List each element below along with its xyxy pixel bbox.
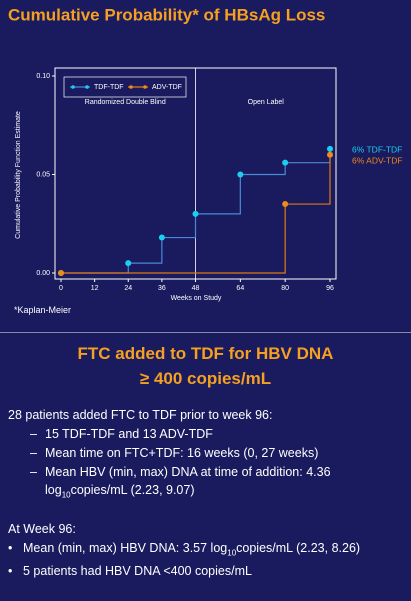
data-point (125, 260, 132, 267)
region-label: Open Label (248, 99, 285, 106)
step-line (285, 148, 331, 164)
bullet-text: Mean (min, max) HBV DNA: 3.57 log10copie… (23, 539, 360, 563)
title-line: ≥ 400 copies/mL (139, 369, 272, 388)
bullet-marker: – (30, 446, 37, 460)
y-tick-label: 0.05 (36, 171, 50, 178)
text-line: Mean time on FTC+TDF: 16 weeks (0, 27 we… (45, 444, 318, 462)
end-label: 6% ADV-TDF (352, 155, 403, 165)
legend-marker (85, 85, 89, 89)
region-label: Randomized Double Blind (85, 99, 166, 106)
bullet-marker: – (30, 427, 37, 441)
text-run: copies/mL (2.23, 9.07) (70, 483, 195, 497)
bullet-marker: • (8, 540, 13, 555)
section-heading: 28 patients added FTC to TDF prior to we… (8, 408, 273, 422)
text-run: Mean HBV (min, max) DNA at time of addit… (45, 465, 331, 479)
x-axis-label: Weeks on Study (171, 295, 222, 302)
x-tick-label: 64 (236, 285, 244, 292)
text-run: Mean time on FTC+TDF: 16 weeks (0, 27 we… (45, 446, 319, 460)
subscript: 10 (61, 490, 71, 500)
footnote: *Kaplan-Meier (14, 305, 71, 315)
x-tick-label: 36 (158, 285, 166, 292)
text-line: Mean HBV (min, max) DNA at time of addit… (45, 463, 331, 481)
text-run: copies/mL (2.23, 8.26) (236, 540, 361, 555)
data-point (58, 270, 64, 276)
end-label: 6% TDF-TDF (352, 144, 402, 154)
text-line: 15 TDF-TDF and 13 ADV-TDF (45, 425, 213, 443)
legend-marker (143, 85, 147, 89)
section: 28 patients added FTC to TDF prior to we… (8, 405, 411, 505)
x-tick-label: 96 (326, 285, 334, 292)
bullet-item: – Mean time on FTC+TDF: 16 weeks (0, 27 w… (30, 444, 411, 463)
x-tick-label: 48 (192, 285, 200, 292)
x-tick-label: 12 (91, 285, 99, 292)
text-line: log10copies/mL (2.23, 9.07) (45, 481, 331, 505)
slide-body: 28 patients added FTC to TDF prior to we… (0, 405, 411, 581)
text-run: 5 patients had HBV DNA <400 copies/mL (23, 564, 252, 578)
subscript: 10 (227, 548, 237, 557)
data-point (192, 210, 199, 217)
x-tick-label: 80 (281, 285, 289, 292)
text-slide: FTC added to TDF for HBV DNA ≥ 400 copies… (0, 332, 411, 601)
chart-slide: Cumulative Probability* of HBsAg Loss Cu… (8, 5, 403, 315)
step-line (240, 162, 286, 176)
title-line: FTC added to TDF for HBV DNA (77, 344, 334, 363)
y-axis-label: Cumulative Probability Function Estimate (15, 111, 22, 239)
data-point (327, 145, 333, 152)
section: At Week 96: • Mean (min, max) HBV DNA: 3.5… (8, 519, 411, 582)
legend-label: ADV-TDF (152, 84, 182, 91)
bullet-marker: – (30, 465, 37, 479)
text-line: 5 patients had HBV DNA <400 copies/mL (23, 562, 252, 580)
bullet-item: • 5 patients had HBV DNA <400 copies/mL (8, 562, 411, 581)
step-line (61, 263, 129, 274)
bullet-item: –15 TDF-TDF and 13 ADV-TDF (30, 425, 411, 444)
step-line (195, 174, 241, 215)
text-run: 15 TDF-TDF and 13 ADV-TDF (45, 427, 213, 441)
bullet-text: Mean time on FTC+TDF: 16 weeks (0, 27 we… (45, 444, 318, 463)
x-tick-label: 24 (124, 285, 132, 292)
text-line: Mean (min, max) HBV DNA: 3.57 log10copie… (23, 539, 360, 563)
text-run: Mean (min, max) HBV DNA: 3.57 log (23, 540, 228, 555)
step-line (161, 213, 197, 239)
chart-title: Cumulative Probability* of HBsAg Loss (8, 5, 325, 24)
bullet-text: 15 TDF-TDF and 13 ADV-TDF (45, 425, 213, 444)
data-point (282, 159, 289, 166)
bullet-item: – Mean HBV (min, max) DNA at time of addi… (30, 463, 411, 505)
bullet-text: Mean HBV (min, max) DNA at time of addit… (45, 463, 331, 505)
bullet-item: • Mean (min, max) HBV DNA: 3.57 log10copi… (8, 539, 411, 563)
text-run: log (45, 483, 62, 497)
legend-box (63, 76, 187, 98)
data-point (327, 151, 333, 158)
y-tick-label: 0.10 (36, 73, 50, 80)
data-point (237, 171, 244, 178)
step-line (285, 154, 331, 205)
bullet-text: 5 patients had HBV DNA <400 copies/mL (23, 562, 252, 581)
data-point (158, 234, 165, 241)
legend-marker (129, 85, 133, 89)
y-tick-label: 0.00 (36, 270, 50, 277)
step-line (61, 204, 286, 274)
section-heading: At Week 96: (8, 521, 76, 536)
data-point (282, 201, 289, 208)
slide-title: FTC added to TDF for HBV DNA ≥ 400 copies… (0, 341, 411, 391)
x-tick-label: 0 (59, 285, 63, 292)
legend-marker (71, 85, 75, 89)
step-line (128, 237, 163, 264)
legend-label: TDF-TDF (94, 84, 124, 91)
bullet-marker: • (8, 564, 13, 578)
